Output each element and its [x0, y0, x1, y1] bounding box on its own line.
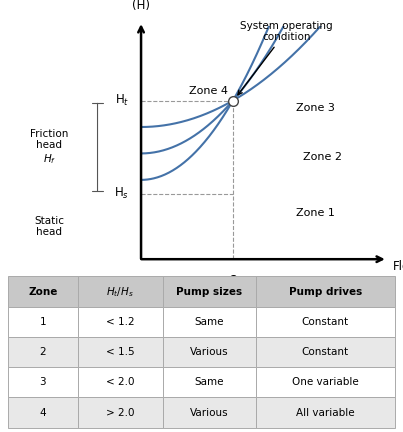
Bar: [256, 337, 395, 367]
Bar: [163, 337, 256, 367]
Bar: [78, 276, 163, 307]
Text: Same: Same: [195, 317, 224, 327]
Text: Zone 4: Zone 4: [189, 86, 228, 96]
Text: Same: Same: [195, 377, 224, 388]
Text: One variable: One variable: [292, 377, 359, 388]
Text: 1: 1: [39, 317, 46, 327]
Text: Flow(Q): Flow(Q): [393, 260, 403, 273]
Bar: [163, 367, 256, 397]
Text: 3: 3: [39, 377, 46, 388]
Text: > 2.0: > 2.0: [106, 407, 135, 418]
Bar: [78, 367, 163, 397]
Text: < 2.0: < 2.0: [106, 377, 135, 388]
Bar: [256, 367, 395, 397]
Text: Static
head: Static head: [34, 216, 64, 237]
Text: All variable: All variable: [296, 407, 355, 418]
Bar: [163, 397, 256, 428]
Text: < 1.2: < 1.2: [106, 317, 135, 327]
Bar: [8, 307, 78, 337]
Text: Zone 2: Zone 2: [303, 152, 342, 162]
Bar: [8, 337, 78, 367]
Text: < 1.5: < 1.5: [106, 347, 135, 357]
Bar: [8, 367, 78, 397]
Bar: [256, 307, 395, 337]
Bar: [256, 397, 395, 428]
Text: H$_t$: H$_t$: [114, 93, 129, 108]
Text: H$_s$: H$_s$: [114, 186, 129, 201]
Text: System operating
condition: System operating condition: [238, 21, 332, 95]
Text: Pump sizes: Pump sizes: [176, 286, 242, 297]
Bar: [78, 337, 163, 367]
Bar: [8, 276, 78, 307]
Text: Various: Various: [190, 407, 229, 418]
Text: $H_t/H_s$: $H_t/H_s$: [106, 285, 134, 299]
Bar: [78, 307, 163, 337]
Text: Zone: Zone: [28, 286, 58, 297]
Text: Various: Various: [190, 347, 229, 357]
Bar: [8, 397, 78, 428]
Text: Friction
head
$H_f$: Friction head $H_f$: [30, 129, 69, 166]
Text: Q: Q: [229, 273, 237, 286]
Bar: [163, 276, 256, 307]
Text: Pump drives: Pump drives: [289, 286, 362, 297]
Text: Zone 3: Zone 3: [296, 102, 334, 113]
Text: 4: 4: [39, 407, 46, 418]
Bar: [78, 397, 163, 428]
Bar: [163, 307, 256, 337]
Text: Head
(H): Head (H): [126, 0, 156, 12]
Text: 2: 2: [39, 347, 46, 357]
Text: Constant: Constant: [302, 347, 349, 357]
Text: Zone 1: Zone 1: [296, 207, 334, 218]
Text: Constant: Constant: [302, 317, 349, 327]
Bar: [256, 276, 395, 307]
